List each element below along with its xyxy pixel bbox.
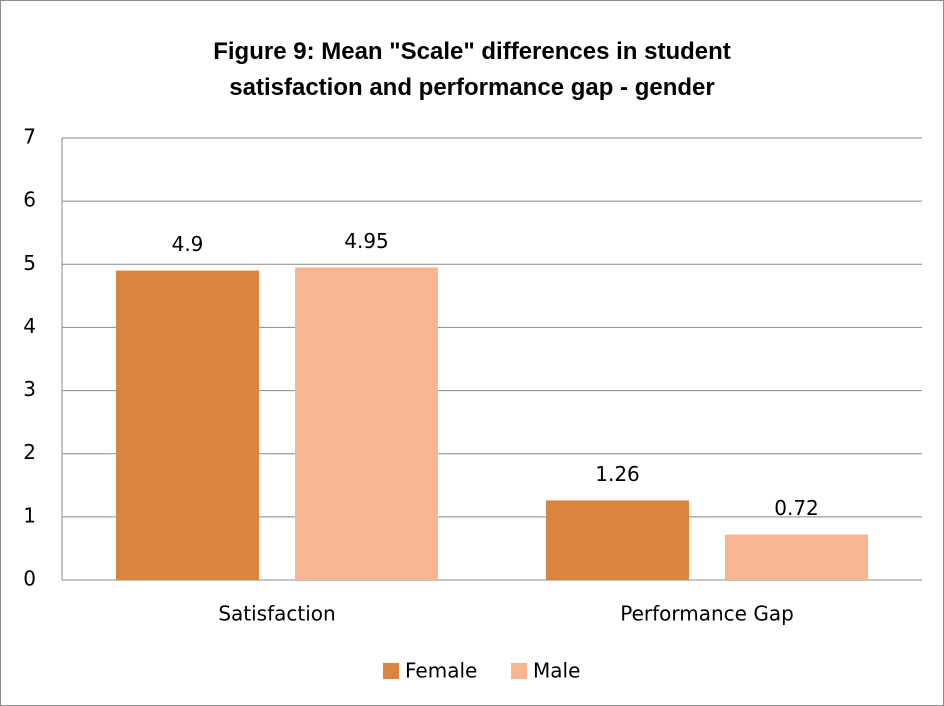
value-label: 4.9	[172, 232, 204, 256]
value-label: 1.26	[595, 462, 640, 486]
y-tick-label: 2	[23, 440, 36, 464]
y-tick-label: 1	[23, 503, 36, 527]
y-tick-label: 0	[23, 567, 36, 591]
y-tick-label: 5	[23, 251, 36, 275]
bar	[725, 534, 868, 580]
x-tick-label: Satisfaction	[218, 602, 335, 626]
x-tick-label: Performance Gap	[620, 602, 794, 626]
y-tick-label: 6	[23, 188, 36, 212]
value-label: 0.72	[774, 496, 819, 520]
y-tick-label: 3	[23, 377, 36, 401]
legend-swatch	[511, 663, 527, 679]
bar	[546, 500, 689, 580]
chart-title: Figure 9: Mean "Scale" differences in st…	[213, 38, 731, 101]
y-tick-label: 7	[23, 125, 36, 149]
legend-label: Male	[533, 659, 580, 683]
value-label: 4.95	[344, 229, 389, 253]
bar	[116, 270, 259, 580]
legend-swatch	[383, 663, 399, 679]
bar	[295, 267, 438, 580]
legend-label: Female	[405, 659, 477, 683]
y-tick-label: 4	[23, 314, 36, 338]
